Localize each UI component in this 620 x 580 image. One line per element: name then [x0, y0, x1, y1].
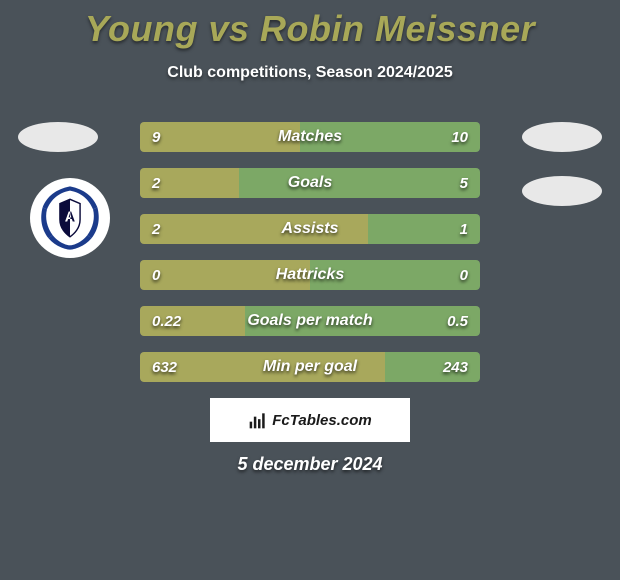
player-badge-left: [18, 122, 98, 152]
snapshot-date: 5 december 2024: [0, 454, 620, 475]
stat-row: 910Matches: [140, 122, 480, 152]
club-logo-left: A A: [30, 178, 110, 258]
stat-row: 632243Min per goal: [140, 352, 480, 382]
stat-row: 21Assists: [140, 214, 480, 244]
stat-row: 0.220.5Goals per match: [140, 306, 480, 336]
stat-bar-left: [140, 260, 310, 290]
stat-bar-right: [368, 214, 480, 244]
arminia-bielefeld-icon: A A: [34, 182, 106, 254]
stat-row: 25Goals: [140, 168, 480, 198]
chart-bars-icon: [248, 410, 268, 430]
comparison-subtitle: Club competitions, Season 2024/2025: [0, 64, 620, 82]
stat-bar-right: [300, 122, 480, 152]
stat-bar-left: [140, 306, 245, 336]
stat-bar-left: [140, 122, 300, 152]
stat-bar-left: [140, 168, 239, 198]
stat-bar-right: [245, 306, 480, 336]
stat-bar-right: [239, 168, 480, 198]
club-badge-right: [522, 176, 602, 206]
attribution-text: FcTables.com: [272, 412, 371, 429]
comparison-title: Young vs Robin Meissner: [0, 0, 620, 50]
stat-bar-left: [140, 352, 385, 382]
stat-bar-left: [140, 214, 368, 244]
player-badge-right: [522, 122, 602, 152]
stat-bar-right: [310, 260, 480, 290]
attribution-badge: FcTables.com: [210, 398, 410, 442]
stat-bar-right: [385, 352, 480, 382]
stat-bars-container: 910Matches 25Goals 21Assists 00Hattricks 0.2…: [140, 122, 480, 398]
stat-row: 00Hattricks: [140, 260, 480, 290]
